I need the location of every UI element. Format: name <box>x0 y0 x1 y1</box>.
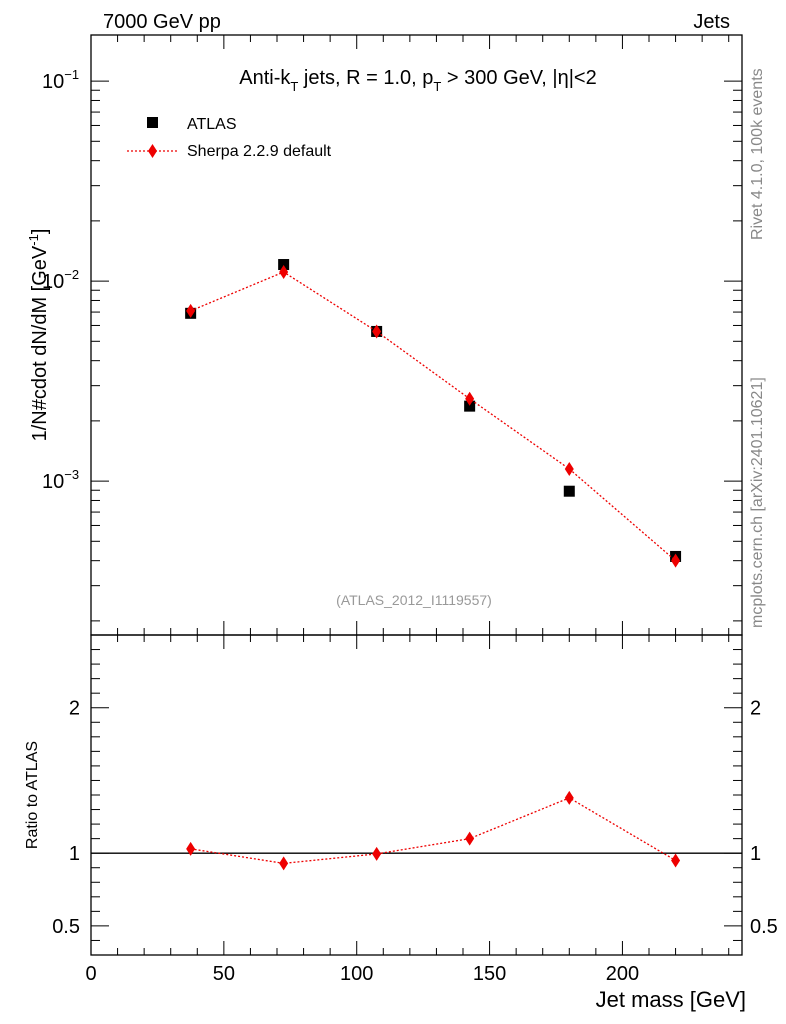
title-sub-1: T <box>290 79 298 94</box>
y-tick-label-ratio-right: 2 <box>750 698 761 720</box>
sherpa-data-point <box>186 303 196 318</box>
main-y-axis-title: 1/N#cdot dN/dM [GeV-1] <box>26 229 51 442</box>
x-axis-title: Jet mass [GeV] <box>596 987 746 1012</box>
y-tick-label-ratio-right: 0.5 <box>750 916 778 938</box>
ratio-data-point <box>279 856 289 871</box>
y-tick-label-main: 10−1 <box>42 67 79 93</box>
y-tick-label-ratio-left: 1 <box>69 843 80 865</box>
legend-marker-atlas <box>147 117 158 128</box>
y-tick-label-base: 10 <box>42 471 64 493</box>
main-y-axis-title-sup: -1 <box>26 234 41 246</box>
legend-marker-sherpa <box>148 144 157 158</box>
y-tick-label-ratio-right: 1 <box>750 843 761 865</box>
category-label: Jets <box>693 11 730 33</box>
ratio-panel-frame <box>90 634 743 956</box>
ratio-data-point <box>671 853 681 868</box>
data-layer <box>185 259 682 871</box>
atlas-data-point <box>563 485 575 497</box>
sherpa-data-point <box>465 391 475 406</box>
x-tick-label: 200 <box>606 963 639 985</box>
legend-label-sherpa: Sherpa 2.2.9 default <box>187 143 332 160</box>
main-y-axis-title-text: 1/N#cdot dN/dM [GeV <box>29 245 51 441</box>
ratio-y-axis-title: Ratio to ATLAS <box>24 741 41 849</box>
title-part-b: jets, R = 1.0, p <box>298 67 433 89</box>
y-tick-label-exp: −3 <box>64 467 79 482</box>
sherpa-data-point <box>564 461 574 476</box>
mcplots-info: mcplots.cern.ch [arXiv:2401.10621] <box>749 377 766 628</box>
plot-title: Anti-kT jets, R = 1.0, pT > 300 GeV, |η|… <box>239 67 596 94</box>
title-part-c: > 300 GeV, |η|<2 <box>441 67 596 89</box>
sherpa-line <box>190 271 676 562</box>
sherpa-data-point <box>671 553 681 568</box>
analysis-watermark: (ATLAS_2012_I1119557) <box>336 592 492 608</box>
main-y-axis-title-end: ] <box>29 229 51 235</box>
sherpa-data-point <box>372 324 382 339</box>
legend: ATLAS Sherpa 2.2.9 default <box>127 116 332 160</box>
energy-label: 7000 GeV pp <box>103 11 221 33</box>
atlas-data-point <box>464 400 476 412</box>
y-tick-label-exp: −2 <box>64 267 79 282</box>
ratio-data-point <box>186 841 196 856</box>
sherpa-data-point <box>279 265 289 280</box>
y-tick-label-ratio-left: 2 <box>69 698 80 720</box>
y-tick-label-main: 10−3 <box>42 467 79 493</box>
y-tick-label-exp: −1 <box>64 67 79 82</box>
y-tick-label-base: 10 <box>42 271 64 293</box>
y-tick-label-main: 10−2 <box>42 267 79 293</box>
atlas-data-point <box>278 259 290 271</box>
legend-label-atlas: ATLAS <box>187 116 237 133</box>
ratio-data-point <box>372 846 382 861</box>
y-tick-label-base: 10 <box>42 71 64 93</box>
title-sub-2: T <box>433 79 441 94</box>
x-tick-label: 150 <box>473 963 506 985</box>
x-tick-label: 100 <box>340 963 373 985</box>
rivet-info: Rivet 4.1.0, 100k events <box>749 68 766 240</box>
x-tick-label: 0 <box>85 963 96 985</box>
title-part-a: Anti-k <box>239 67 291 89</box>
y-tick-label-ratio-left: 0.5 <box>52 916 80 938</box>
ratio-data-point <box>564 790 574 805</box>
ratio-data-point <box>465 831 475 846</box>
x-tick-label: 50 <box>213 963 235 985</box>
